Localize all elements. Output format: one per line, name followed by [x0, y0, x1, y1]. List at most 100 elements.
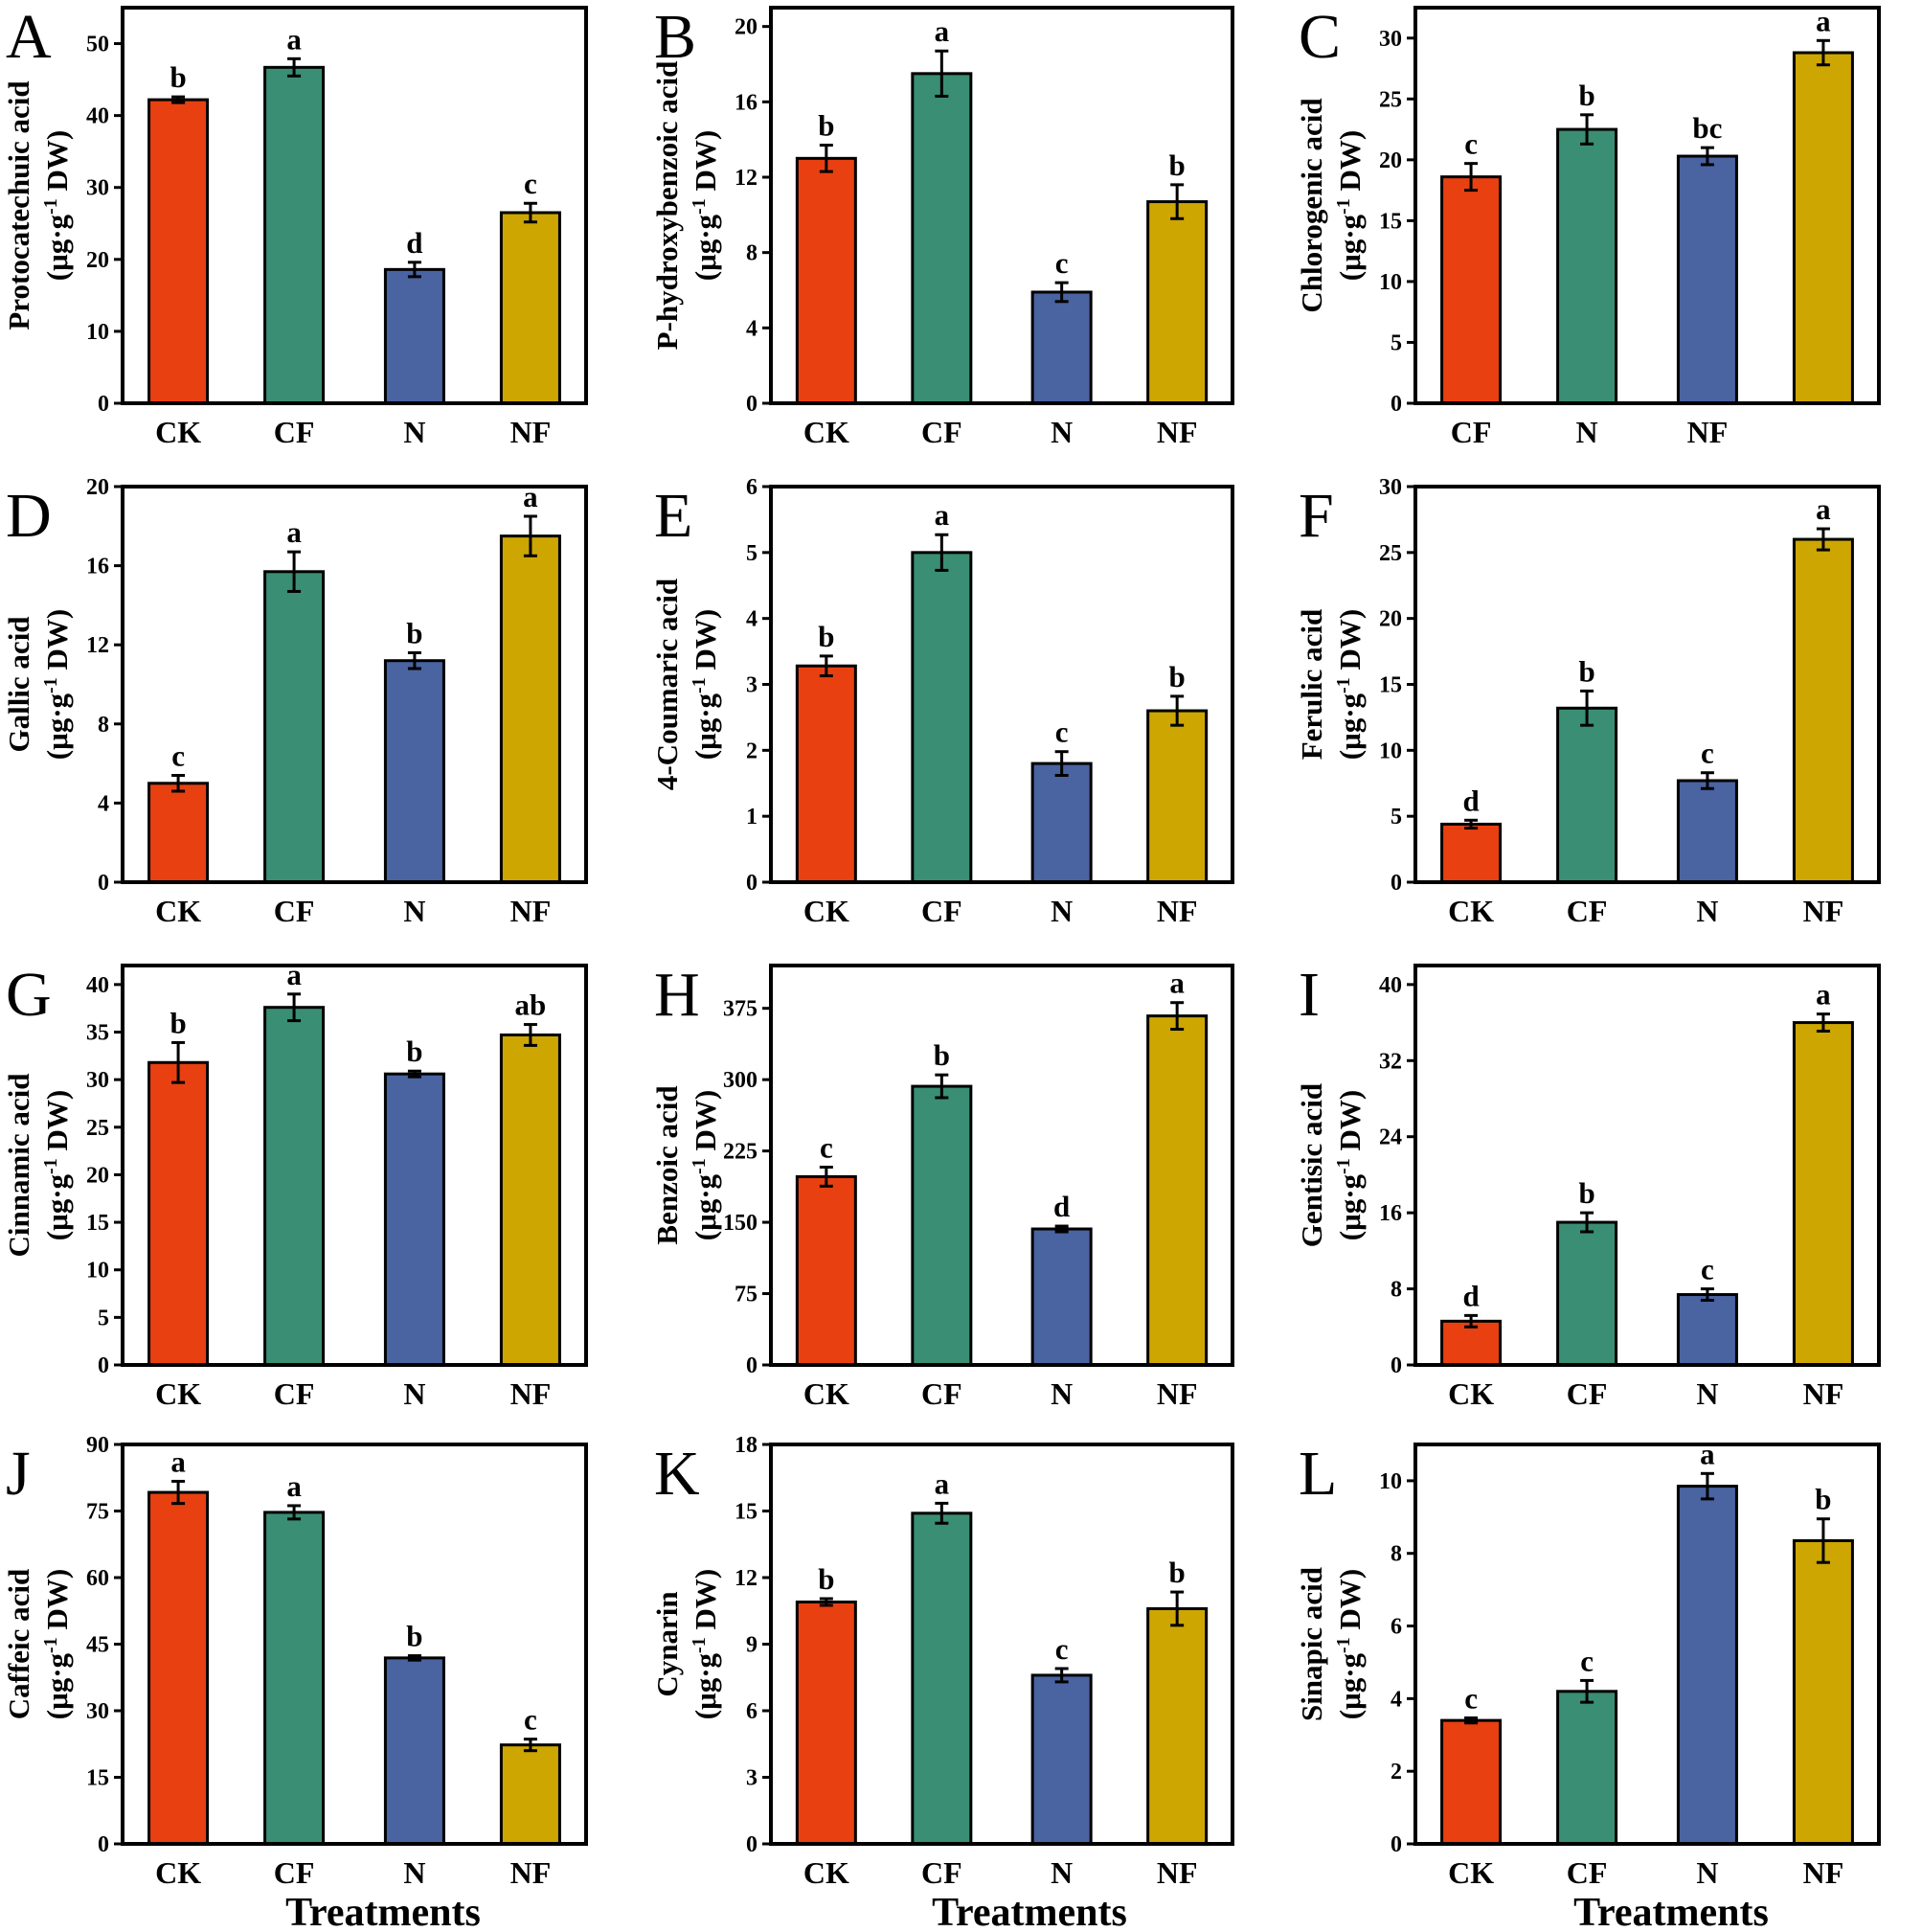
category-label-a-3: NF: [510, 415, 552, 449]
panel-letter-b: B: [654, 2, 696, 72]
category-label-c-0: CF: [1451, 415, 1492, 449]
y-tick-label-c-3: 15: [1379, 209, 1402, 234]
y-axis-unit-i: (μg·g-1 DW): [1333, 1090, 1367, 1240]
y-tick-label-h-3: 225: [723, 1140, 757, 1165]
y-axis-label-d: Gallic acid: [2, 616, 35, 752]
sig-letter-d-0: c: [171, 739, 185, 772]
panel-h: 0 75 150 225 300 375 c CK b CF d Na NF H Benzoic acid(…: [650, 960, 1234, 1411]
y-tick-label-k-3: 9: [746, 1633, 757, 1658]
plot-frame-d: [121, 485, 588, 884]
category-label-i-2: N: [1696, 1376, 1718, 1411]
bar-f-2: [1676, 779, 1738, 884]
category-label-h-2: N: [1051, 1376, 1073, 1411]
panel-c: 0 5 10 15 20 25 30 c CF b Nbc NF a C Chlorogenic acid(…: [1295, 2, 1881, 449]
bar-i-3: [1792, 1021, 1854, 1367]
y-tick-label-j-2: 30: [86, 1699, 109, 1724]
bar-a-3: [499, 211, 561, 405]
y-axis-unit-b: (μg·g-1 DW): [689, 130, 722, 281]
y-tick-label-j-3: 45: [86, 1633, 109, 1658]
y-tick-label-a-3: 30: [86, 176, 109, 201]
bar-d-2: [383, 659, 445, 884]
bar-g-2: [383, 1072, 445, 1367]
y-tick-label-k-2: 6: [746, 1699, 757, 1724]
sig-letter-k-2: c: [1055, 1632, 1069, 1666]
y-axis-label-c: Chlorogenic acid: [1295, 98, 1328, 312]
category-label-e-0: CK: [803, 894, 849, 928]
category-label-f-1: CF: [1567, 894, 1608, 928]
y-tick-label-k-5: 15: [735, 1500, 757, 1525]
panel-letter-d: D: [6, 481, 52, 551]
y-tick-label-b-1: 4: [746, 316, 757, 341]
plot-frame-g: [121, 964, 588, 1367]
panel-j: 0 15 30 45 60 75 90 a CK a CF b Nc NF J Caffeic acid (μg…: [2, 1433, 588, 1890]
y-axis-label-i: Gentisic acid: [1295, 1083, 1328, 1247]
y-axis-unit-a: (μg·g-1 DW): [40, 130, 74, 281]
category-label-e-1: CF: [921, 894, 962, 928]
y-tick-label-g-0: 0: [98, 1353, 109, 1378]
panel-letter-e: E: [654, 481, 692, 551]
y-axis-label-a: Protocatechuic acid: [2, 80, 35, 330]
sig-letter-i-0: d: [1462, 1279, 1479, 1312]
category-label-l-0: CK: [1448, 1855, 1494, 1890]
bar-d-1: [263, 570, 326, 884]
category-label-i-3: NF: [1803, 1376, 1844, 1411]
y-tick-label-a-0: 0: [98, 392, 109, 417]
category-label-e-2: N: [1051, 894, 1073, 928]
plot-frame-c: [1413, 6, 1881, 405]
y-axis-unit-l: (μg·g-1 DW): [1333, 1569, 1367, 1719]
y-tick-label-e-1: 1: [746, 805, 757, 830]
category-label-j-3: NF: [510, 1855, 552, 1890]
category-label-d-1: CF: [274, 894, 315, 928]
bar-i-2: [1676, 1293, 1738, 1367]
category-label-j-2: N: [403, 1855, 425, 1890]
y-axis-unit-e: (μg·g-1 DW): [689, 609, 722, 760]
y-tick-label-d-5: 20: [86, 475, 109, 500]
bar-k-3: [1146, 1606, 1209, 1846]
y-tick-label-l-2: 4: [1391, 1687, 1402, 1712]
panel-e: 0 1 2 3 4 5 6 b CK a CF c Nb NF E 4-Coumaric acid (μg·g-…: [650, 475, 1234, 928]
bar-h-1: [911, 1084, 973, 1367]
bar-j-0: [147, 1490, 210, 1846]
y-tick-label-f-4: 20: [1379, 607, 1402, 632]
bar-b-1: [911, 72, 973, 405]
y-axis-label-g: Cinnamic acid: [2, 1073, 35, 1257]
y-tick-label-k-4: 12: [735, 1566, 757, 1591]
plot-frame-f: [1413, 485, 1881, 884]
sig-letter-k-0: b: [818, 1562, 834, 1596]
category-label-e-3: NF: [1157, 894, 1198, 928]
sig-letter-g-0: b: [170, 1006, 186, 1039]
y-tick-label-a-1: 10: [86, 320, 109, 345]
sig-letter-d-1: a: [286, 515, 302, 549]
category-label-f-0: CK: [1448, 894, 1494, 928]
sig-letter-a-1: a: [286, 22, 302, 56]
y-tick-label-g-3: 15: [86, 1211, 109, 1236]
bar-i-0: [1440, 1319, 1503, 1367]
category-label-l-1: CF: [1567, 1855, 1608, 1890]
panel-letter-f: F: [1299, 481, 1334, 551]
panel-i: 0 8 16 24 32 40 d CK b CF c Na NF I Gentisic acid (μg·g…: [1295, 960, 1881, 1411]
y-tick-label-f-1: 5: [1391, 805, 1402, 830]
y-axis-unit-d: (μg·g-1 DW): [40, 609, 74, 760]
sig-letter-e-1: a: [935, 498, 950, 532]
y-axis-label-e: 4-Coumaric acid: [650, 579, 684, 790]
x-axis-title-col1: Treatments: [285, 1891, 481, 1932]
panel-f: 0 5 10 15 20 25 30 d CK b CF c Na NF F Ferulic acid (μg·…: [1295, 475, 1881, 928]
y-tick-label-a-5: 50: [86, 33, 109, 57]
y-axis-unit-c: (μg·g-1 DW): [1333, 130, 1367, 281]
panel-g: 0 5 10 15 20 25 30 35 40 b CK a CF b Nab NF G Cinnamic ac…: [2, 958, 588, 1411]
plot-frame-i: [1413, 964, 1881, 1367]
bar-e-0: [795, 664, 857, 884]
sig-letter-e-3: b: [1169, 660, 1186, 693]
bar-l-2: [1676, 1485, 1738, 1846]
bar-k-0: [795, 1600, 857, 1846]
bar-l-0: [1440, 1718, 1503, 1846]
y-tick-label-f-3: 15: [1379, 673, 1402, 698]
y-tick-label-l-1: 2: [1391, 1760, 1402, 1784]
y-axis-unit-f: (μg·g-1 DW): [1333, 609, 1367, 760]
bar-c-2: [1676, 154, 1738, 405]
category-label-g-0: CK: [155, 1376, 201, 1411]
category-label-d-3: NF: [510, 894, 552, 928]
y-tick-label-l-5: 10: [1379, 1469, 1402, 1494]
sig-letter-b-0: b: [818, 109, 834, 143]
y-axis-unit-h: (μg·g-1 DW): [689, 1090, 722, 1240]
